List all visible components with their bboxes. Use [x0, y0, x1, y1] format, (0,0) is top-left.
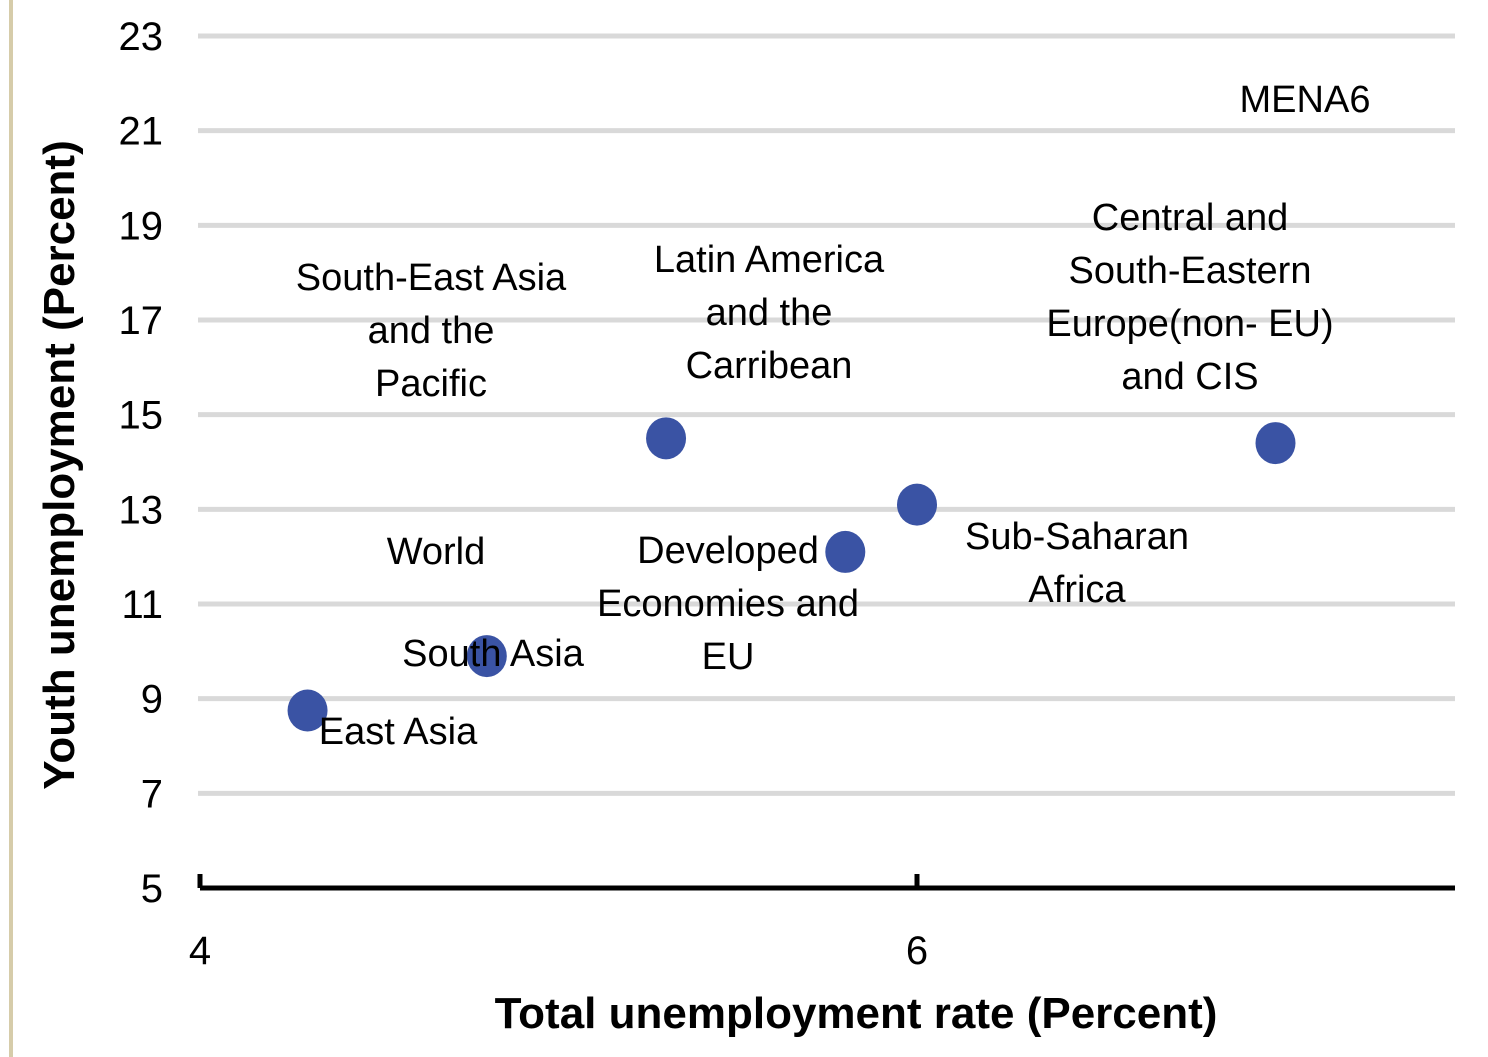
y-tick-label: 17: [119, 299, 164, 343]
x-axis: 46810: [189, 874, 1455, 973]
x-tick-label: 6: [906, 929, 928, 973]
point-label-line: South Asia: [402, 633, 585, 675]
point-label: World: [387, 531, 486, 573]
y-tick-label: 19: [119, 204, 164, 248]
point-label-line: Pacific: [375, 363, 487, 405]
point-label: Sub-Saharan Africa: [965, 516, 1189, 611]
point-label-line: Africa: [1028, 569, 1126, 611]
gridlines: [198, 33, 1455, 796]
data-point: [646, 417, 687, 460]
point-label-line: Economies and: [597, 583, 859, 625]
x-axis-title: Total unemployment rate (Percent): [495, 989, 1218, 1038]
y-tick-label: 11: [121, 583, 163, 627]
y-tick-label: 13: [119, 488, 164, 532]
y-axis: 5 7 9 11 13 15 17 19 21 23: [119, 15, 164, 911]
point-label-line: Latin America: [654, 239, 885, 281]
point-label-line: Carribean: [686, 345, 853, 387]
data-point: [897, 483, 937, 526]
point-label: South-East Asia and the Pacific: [296, 257, 567, 405]
data-point: [825, 530, 866, 573]
data-point: [287, 689, 328, 732]
point-label-line: Sub-Saharan: [965, 516, 1189, 558]
x-tick-label: 4: [189, 929, 211, 973]
point-label-line: and the: [368, 310, 495, 352]
point-label-line: World: [387, 531, 486, 573]
y-tick-label: 9: [141, 678, 163, 722]
y-tick-label: 7: [141, 772, 163, 816]
point-label-line: EU: [702, 636, 755, 678]
y-tick-label: 21: [119, 110, 164, 154]
point-label-line: and CIS: [1121, 356, 1258, 398]
point-label: Central and South-Eastern Europe(non- EU) a…: [1046, 197, 1333, 398]
point-label-line: MENA6: [1240, 79, 1371, 121]
point-label: MENA6: [1240, 79, 1371, 121]
point-label-line: South-Eastern: [1069, 250, 1312, 292]
data-point: [1255, 422, 1296, 465]
point-label-line: and the: [706, 292, 833, 334]
y-tick-label: 5: [141, 867, 163, 911]
point-labels: East Asia South Asia South-East Asia and th…: [296, 79, 1371, 753]
y-tick-label: 23: [119, 15, 164, 59]
data-point: [466, 635, 507, 678]
data-points: [287, 417, 1296, 732]
point-label: Developed Economies and EU: [597, 530, 859, 678]
point-label-line: Europe(non- EU): [1046, 303, 1333, 345]
point-label-line: East Asia: [319, 711, 478, 753]
point-label: Latin America and the Carribean: [654, 239, 885, 387]
point-label: South Asia: [402, 633, 585, 675]
y-axis-title: Youth unemployment (Percent): [35, 140, 84, 789]
point-label: East Asia: [319, 711, 478, 753]
point-label-line: Central and: [1092, 197, 1288, 239]
point-label-line: Developed: [637, 530, 819, 572]
y-tick-label: 15: [119, 394, 164, 438]
point-label-line: South-East Asia: [296, 257, 567, 299]
